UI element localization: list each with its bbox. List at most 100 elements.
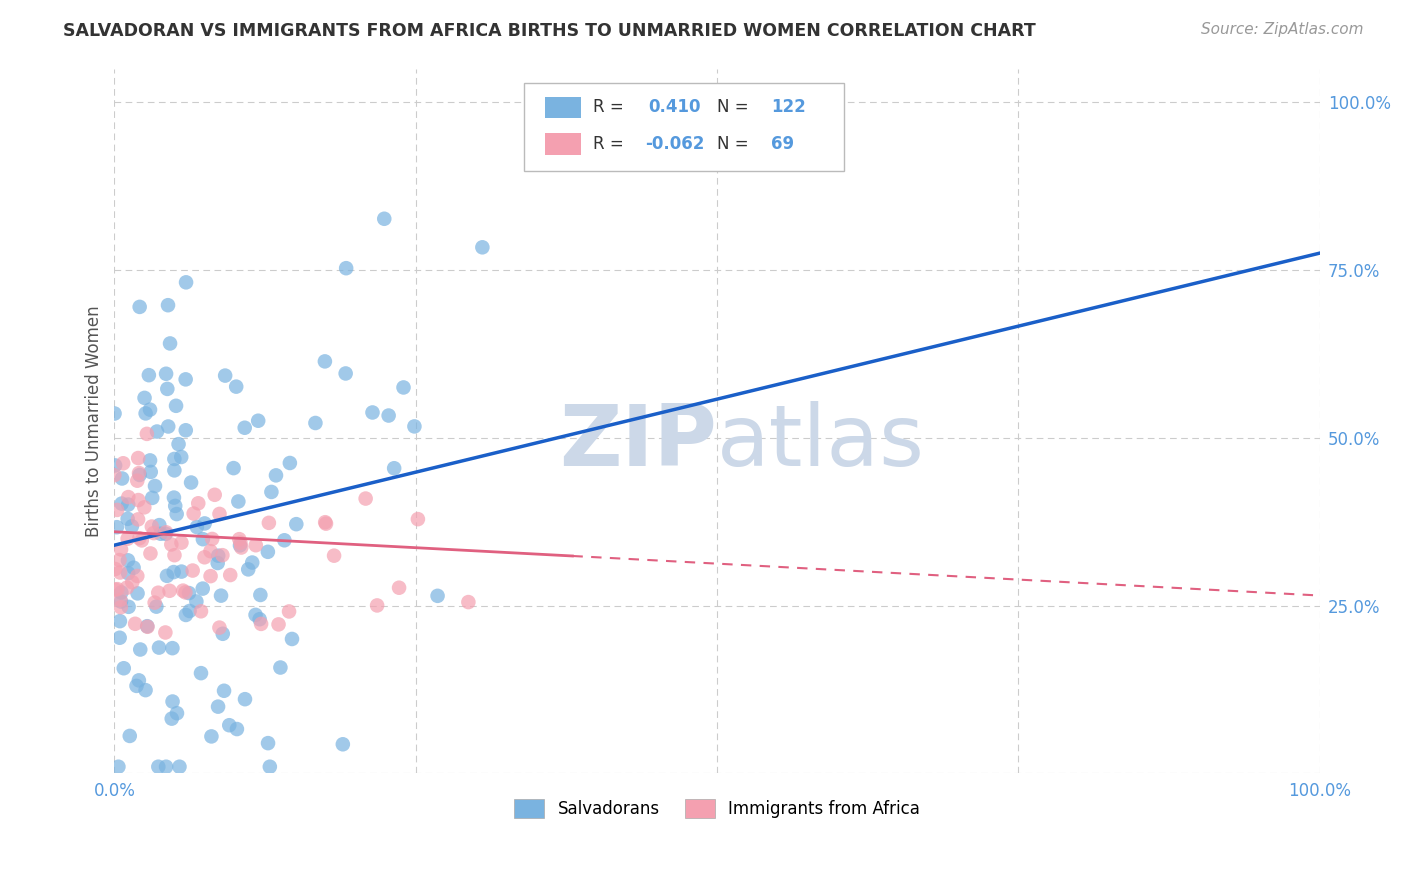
Point bbox=[139, 453, 162, 467]
Point bbox=[249, 612, 271, 626]
Point bbox=[121, 519, 143, 533]
Point bbox=[166, 706, 188, 721]
Point bbox=[141, 491, 163, 505]
Point bbox=[134, 391, 156, 405]
Point bbox=[167, 437, 190, 451]
Point bbox=[392, 380, 415, 394]
Point bbox=[112, 661, 135, 675]
Point bbox=[122, 560, 145, 574]
Point bbox=[163, 565, 186, 579]
Point bbox=[117, 498, 139, 512]
Text: R =: R = bbox=[593, 98, 624, 116]
Point bbox=[111, 497, 134, 511]
Point bbox=[257, 736, 280, 750]
Point bbox=[160, 537, 183, 551]
Point bbox=[214, 368, 236, 383]
Point bbox=[118, 729, 141, 743]
Text: SALVADORAN VS IMMIGRANTS FROM AFRICA BIRTHS TO UNMARRIED WOMEN CORRELATION CHART: SALVADORAN VS IMMIGRANTS FROM AFRICA BIR… bbox=[63, 22, 1036, 40]
Point bbox=[148, 518, 170, 533]
Point bbox=[228, 532, 250, 546]
Point bbox=[117, 599, 139, 614]
Point bbox=[180, 475, 202, 490]
Point bbox=[155, 525, 177, 540]
Point bbox=[181, 564, 204, 578]
Point bbox=[110, 585, 132, 599]
Point bbox=[218, 718, 240, 732]
Point bbox=[162, 694, 184, 708]
Point bbox=[127, 586, 149, 600]
Point bbox=[229, 535, 252, 549]
Point bbox=[267, 617, 290, 632]
Point bbox=[108, 631, 131, 645]
Point bbox=[377, 409, 399, 423]
Point bbox=[108, 553, 131, 567]
Text: 69: 69 bbox=[772, 135, 794, 153]
Point bbox=[366, 599, 388, 613]
Point bbox=[163, 548, 186, 562]
Point bbox=[110, 594, 132, 608]
Point bbox=[127, 493, 149, 508]
Point bbox=[332, 737, 354, 751]
Point bbox=[228, 494, 250, 508]
Point bbox=[128, 300, 150, 314]
Point bbox=[127, 451, 149, 466]
Point bbox=[135, 406, 157, 420]
Point bbox=[361, 405, 384, 419]
Point bbox=[131, 533, 153, 548]
Point bbox=[191, 532, 214, 546]
Point bbox=[373, 211, 395, 226]
Point bbox=[159, 583, 181, 598]
Point bbox=[211, 548, 233, 562]
Point bbox=[128, 467, 150, 482]
Point bbox=[231, 541, 253, 555]
Point bbox=[139, 465, 162, 479]
Point bbox=[139, 546, 162, 560]
Point bbox=[314, 354, 336, 368]
Point bbox=[174, 276, 197, 290]
Text: Source: ZipAtlas.com: Source: ZipAtlas.com bbox=[1201, 22, 1364, 37]
Point bbox=[207, 549, 229, 563]
Point bbox=[269, 660, 291, 674]
FancyBboxPatch shape bbox=[544, 96, 581, 118]
Point bbox=[193, 550, 215, 565]
Point bbox=[174, 372, 197, 386]
Point bbox=[110, 592, 132, 607]
Point bbox=[204, 488, 226, 502]
Point bbox=[160, 712, 183, 726]
Point bbox=[125, 679, 148, 693]
Point bbox=[138, 368, 160, 383]
Point bbox=[186, 520, 208, 534]
Point bbox=[149, 526, 172, 541]
Point bbox=[404, 419, 426, 434]
Point bbox=[233, 421, 256, 435]
Point bbox=[426, 589, 449, 603]
Point bbox=[142, 526, 165, 541]
Point bbox=[139, 402, 162, 417]
FancyBboxPatch shape bbox=[524, 83, 844, 170]
Point bbox=[183, 507, 205, 521]
Legend: Salvadorans, Immigrants from Africa: Salvadorans, Immigrants from Africa bbox=[508, 792, 927, 825]
Point bbox=[155, 367, 177, 381]
Point bbox=[166, 507, 188, 521]
Point bbox=[117, 490, 139, 504]
Point bbox=[207, 699, 229, 714]
Point bbox=[264, 468, 287, 483]
Point bbox=[162, 641, 184, 656]
Point bbox=[212, 683, 235, 698]
Point bbox=[127, 512, 149, 526]
Point bbox=[170, 565, 193, 579]
Point bbox=[143, 596, 166, 610]
Point bbox=[103, 468, 125, 483]
Point bbox=[174, 607, 197, 622]
Point bbox=[225, 379, 247, 393]
Point bbox=[104, 582, 127, 597]
Point bbox=[157, 419, 180, 434]
Point bbox=[323, 549, 346, 563]
Point bbox=[105, 503, 128, 517]
Point bbox=[315, 516, 337, 531]
Point bbox=[156, 298, 179, 312]
Text: atlas: atlas bbox=[717, 401, 925, 483]
Point bbox=[117, 532, 139, 546]
Point bbox=[163, 451, 186, 466]
Point bbox=[141, 519, 163, 533]
